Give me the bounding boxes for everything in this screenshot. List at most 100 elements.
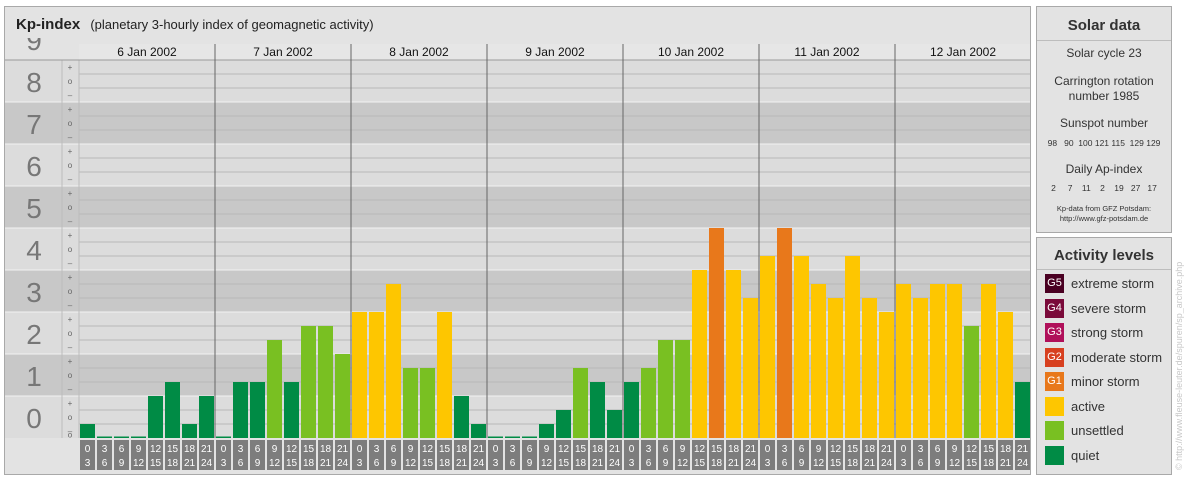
y-subtick-label: o xyxy=(68,413,73,422)
carrington-line-1: Carrington rotation xyxy=(1054,74,1154,88)
legend-swatch: G5 xyxy=(1045,274,1064,293)
time-interval-box xyxy=(828,440,843,470)
time-interval-end: 3 xyxy=(493,458,499,469)
time-interval-end: 24 xyxy=(201,458,213,469)
time-interval-start: 21 xyxy=(745,444,757,455)
time-interval-start: 9 xyxy=(680,444,686,455)
time-interval-start: 3 xyxy=(102,444,108,455)
kp-bar xyxy=(437,312,452,438)
time-interval-start: 15 xyxy=(711,444,723,455)
legend-swatch xyxy=(1045,421,1064,440)
time-interval-box xyxy=(420,440,435,470)
band-7 xyxy=(5,102,1030,144)
time-interval-start: 21 xyxy=(337,444,349,455)
time-interval-end: 12 xyxy=(133,458,145,469)
time-interval-start: 15 xyxy=(575,444,587,455)
time-interval-box xyxy=(913,440,928,470)
time-interval-start: 21 xyxy=(881,444,893,455)
time-interval-end: 18 xyxy=(575,458,587,469)
kp-bar xyxy=(233,382,248,438)
time-interval-box xyxy=(760,440,775,470)
kp-bar xyxy=(726,270,741,438)
time-interval-box xyxy=(114,440,129,470)
kp-bar xyxy=(641,367,656,438)
time-interval-box xyxy=(267,440,282,470)
time-interval-box xyxy=(879,440,894,470)
kp-bar xyxy=(777,228,792,438)
time-interval-start: 12 xyxy=(830,444,842,455)
legend-label: minor storm xyxy=(1071,374,1140,389)
time-interval-end: 6 xyxy=(238,458,244,469)
kp-bar xyxy=(318,325,333,438)
y-tick-label: 0 xyxy=(26,403,42,434)
time-interval-end: 9 xyxy=(527,458,533,469)
activity-levels-legend: Activity levels G5 extreme storm G4 severe … xyxy=(1036,237,1172,475)
band-5 xyxy=(5,186,1030,228)
time-interval-end: 21 xyxy=(320,458,332,469)
time-interval-end: 15 xyxy=(286,458,298,469)
time-interval-start: 9 xyxy=(408,444,414,455)
y-subtick-label: o xyxy=(68,203,73,212)
time-interval-start: 15 xyxy=(303,444,315,455)
time-interval-box xyxy=(216,440,231,470)
y-subtick-label: o xyxy=(68,371,73,380)
kp-bar xyxy=(539,424,554,438)
y-subtick-label: – xyxy=(68,175,73,184)
time-interval-start: 18 xyxy=(864,444,876,455)
time-interval-start: 3 xyxy=(510,444,516,455)
time-interval-end: 21 xyxy=(1000,458,1012,469)
time-interval-start: 18 xyxy=(456,444,468,455)
time-interval-end: 24 xyxy=(881,458,893,469)
y-tick-label: 3 xyxy=(26,277,42,308)
time-interval-end: 9 xyxy=(799,458,805,469)
y-subtick-label: o xyxy=(68,329,73,338)
time-interval-start: 15 xyxy=(983,444,995,455)
time-interval-box xyxy=(148,440,163,470)
kp-bar xyxy=(182,424,197,438)
time-interval-start: 18 xyxy=(320,444,332,455)
time-interval-end: 6 xyxy=(510,458,516,469)
time-interval-box xyxy=(726,440,741,470)
time-interval-end: 18 xyxy=(439,458,451,469)
time-interval-end: 3 xyxy=(221,458,227,469)
kp-bar xyxy=(505,436,520,438)
y-subtick-label: – xyxy=(68,259,73,268)
y-subtick-label: + xyxy=(68,63,73,72)
time-interval-box xyxy=(590,440,605,470)
legend-item: G5 extreme storm xyxy=(1045,274,1154,293)
y-subtick-label: o xyxy=(68,431,73,440)
time-interval-start: 3 xyxy=(646,444,652,455)
legend-divider xyxy=(1037,269,1171,270)
time-interval-start: 0 xyxy=(357,444,363,455)
source-line-1: Kp-data from GFZ Potsdam: xyxy=(1056,204,1152,213)
time-interval-start: 21 xyxy=(201,444,213,455)
time-interval-box xyxy=(573,440,588,470)
time-interval-box xyxy=(811,440,826,470)
time-interval-box xyxy=(233,440,248,470)
legend-title: Activity levels xyxy=(1053,247,1155,264)
time-interval-start: 6 xyxy=(527,444,533,455)
legend-item: active xyxy=(1045,396,1105,416)
y-subtick-label: – xyxy=(68,343,73,352)
kp-bar xyxy=(97,436,112,438)
y-subtick-label: o xyxy=(68,287,73,296)
time-interval-box xyxy=(709,440,724,470)
time-interval-end: 15 xyxy=(966,458,978,469)
time-interval-end: 9 xyxy=(119,458,125,469)
time-interval-start: 0 xyxy=(85,444,91,455)
kp-bar xyxy=(998,312,1013,438)
time-interval-start: 6 xyxy=(663,444,669,455)
time-interval-start: 0 xyxy=(221,444,227,455)
time-interval-box xyxy=(556,440,571,470)
y-subtick-label: – xyxy=(68,427,73,436)
kp-bar xyxy=(590,382,605,438)
time-interval-box xyxy=(947,440,962,470)
time-interval-box xyxy=(199,440,214,470)
time-interval-start: 3 xyxy=(238,444,244,455)
time-interval-end: 9 xyxy=(663,458,669,469)
time-interval-box xyxy=(352,440,367,470)
legend-swatch: G3 xyxy=(1045,323,1064,342)
kp-bar xyxy=(556,409,571,438)
time-interval-box xyxy=(777,440,792,470)
time-interval-end: 6 xyxy=(374,458,380,469)
